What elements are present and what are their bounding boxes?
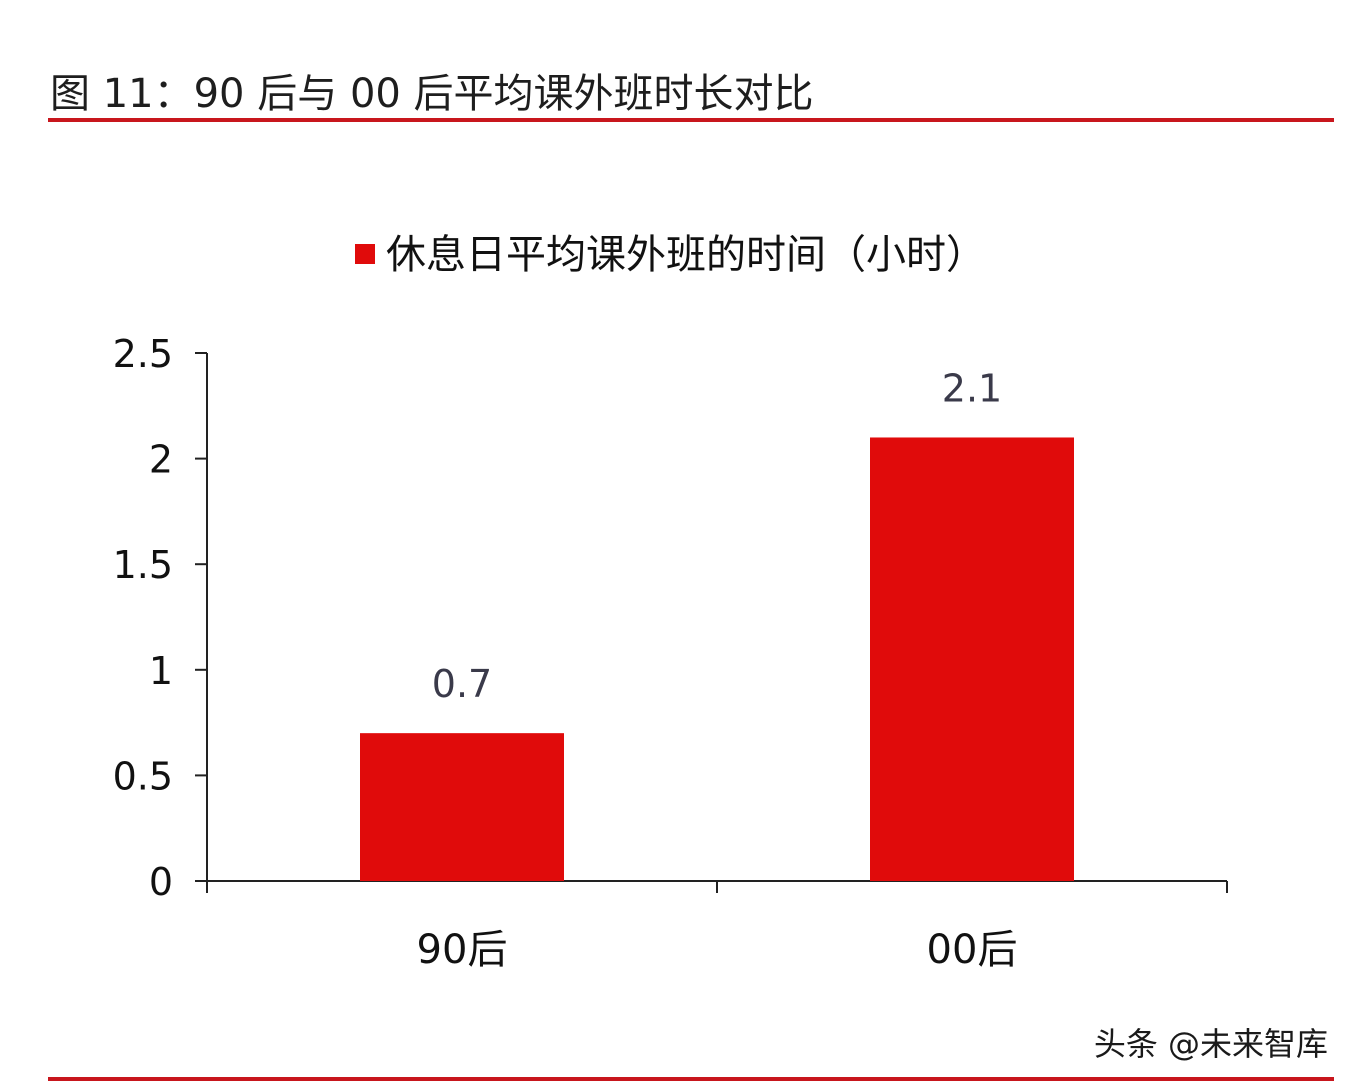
bar — [360, 733, 564, 881]
source-watermark: 头条 @未来智库 — [1093, 1025, 1328, 1063]
x-tick-label: 90后 — [417, 927, 508, 973]
legend-label: 休息日平均课外班的时间（小时） — [386, 232, 986, 278]
legend-swatch — [355, 244, 375, 264]
y-tick-label: 2.5 — [113, 332, 173, 376]
bar — [870, 437, 1074, 881]
chart-labels: 0 0.5 1 1.5 2 2.5 0.7 90后 2.1 00后 — [113, 332, 1018, 973]
bar-value-label: 0.7 — [432, 662, 492, 706]
bar-value-label: 2.1 — [942, 366, 1002, 410]
figure-title: 图 11：90 后与 00 后平均课外班时长对比 — [50, 71, 814, 117]
chart-legend: 休息日平均课外班的时间（小时） — [355, 232, 986, 278]
top-divider — [48, 118, 1334, 122]
x-tick-label: 00后 — [927, 927, 1018, 973]
y-tick-label: 1.5 — [113, 543, 173, 587]
bottom-divider — [48, 1077, 1334, 1081]
chart-bars — [360, 437, 1074, 881]
y-tick-label: 1 — [149, 649, 173, 693]
y-tick-label: 0.5 — [113, 754, 173, 798]
y-tick-label: 2 — [149, 438, 173, 482]
y-tick-label: 0 — [149, 860, 173, 904]
